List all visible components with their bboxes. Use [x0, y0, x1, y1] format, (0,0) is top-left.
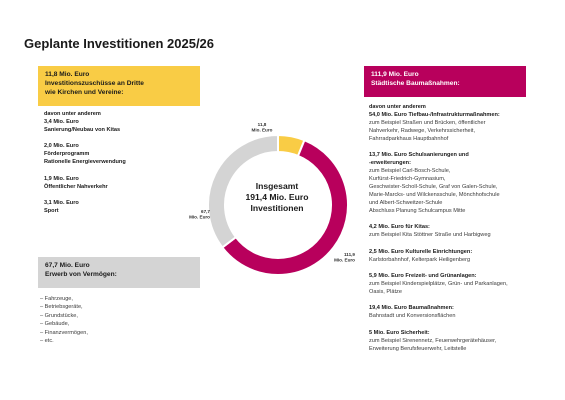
list-item-note: Erweiterung Berufsfeuerwehr, Leitstelle — [369, 345, 467, 352]
list-item-note: Marie-Marcks- und Wilckensschule, Mönchh… — [369, 191, 500, 198]
list-item-text: 2,5 Mio. Euro Kulturelle Einrichtungen: — [369, 248, 473, 255]
list-item-text: 13,7 Mio. Euro Schulsanierungen und — [369, 152, 469, 159]
list-item: 5,9 Mio. Euro Freizeit- und Grünanlagen:… — [369, 273, 539, 297]
slice-value-label: 11,8 — [258, 122, 267, 127]
investment-grants-box: 11,8 Mio. Euro Investitionszuschüsse an … — [38, 66, 200, 106]
bullet-item: Betriebsgeräte, — [40, 303, 180, 311]
list-item: 19,4 Mio. Euro Baumaßnahmen: Bahnstadt u… — [369, 305, 539, 321]
list-item-text: Rationelle Energieverwendung — [44, 159, 126, 166]
list-item-note: zum Beispiel Straßen und Brücken, öffent… — [369, 119, 486, 126]
list-item: davon unter anderem 54,0 Mio. Euro Tiefb… — [369, 104, 539, 144]
list-item: 4,2 Mio. Euro für Kitas: zum Beispiel Ki… — [369, 224, 539, 240]
list-item-text: davon unter anderem — [369, 104, 426, 110]
list-item-text: 5 Mio. Euro Sicherheit: — [369, 329, 430, 336]
grants-detail-list: davon unter anderem 3,4 Mio. Euro Sanier… — [44, 111, 194, 224]
bullet-item: Finanzvermögen, — [40, 329, 180, 337]
center-line-3: Investitionen — [250, 203, 304, 214]
grants-amount: 11,8 Mio. Euro — [45, 71, 90, 78]
assets-amount: 67,7 Mio. Euro — [45, 262, 90, 269]
list-item: 13,7 Mio. Euro Schulsanierungen und -erw… — [369, 152, 539, 216]
donut-slice-2 — [207, 133, 279, 249]
list-item-note: Fahrradparkhaus Hauptbahnhof — [369, 135, 449, 142]
list-item-note: Bahnstadt und Konversionsflächen — [369, 313, 456, 320]
list-item: davon unter anderem 3,4 Mio. Euro Sanier… — [44, 111, 194, 135]
assets-label: Erwerb von Vermögen: — [45, 271, 117, 279]
list-item-note: zum Beispiel Sirenennetz, Feuerwehrgerät… — [369, 337, 497, 344]
list-item-note: Oasis, Plätze — [369, 288, 402, 295]
list-item-text: Sport — [44, 207, 59, 214]
bullet-item: Grundstücke, — [40, 312, 180, 320]
list-item-text: -erweiterungen: — [369, 160, 411, 167]
grants-label: Investitionszuschüsse an Dritte — [45, 80, 144, 88]
list-item-text: 2,0 Mio. Euro — [44, 143, 79, 150]
donut-center-label: Insgesamt 191,4 Mio. Euro Investitionen — [222, 181, 332, 215]
list-item-note: zum Beispiel Carl-Bosch-Schule, — [369, 168, 451, 175]
list-item-note: zum Beispiel Kita Stöttner Straße und Ha… — [369, 232, 491, 239]
construction-detail-list: davon unter anderem 54,0 Mio. Euro Tiefb… — [369, 104, 539, 362]
list-item-note: Karlstorbahnhof, Kelterpark Heiligenberg — [369, 256, 471, 263]
list-item-note: und Albert-Schweitzer-Schule — [369, 199, 443, 206]
center-line-1: Insgesamt — [255, 181, 299, 191]
list-item: 3,1 Mio. Euro Sport — [44, 200, 194, 216]
slice-unit-label: Mio. Euro — [252, 128, 273, 133]
construction-label: Städtische Baumaßnahmen: — [371, 80, 460, 88]
list-item: 2,5 Mio. Euro Kulturelle Einrichtungen: … — [369, 249, 539, 265]
list-item-note: Nahverkehr, Radwege, Verkehrssicherheit, — [369, 127, 476, 134]
center-line-2: 191,4 Mio. Euro — [245, 192, 309, 203]
list-item: 1,9 Mio. Euro Öffentlicher Nahverkehr — [44, 176, 194, 192]
list-item-text: Öffentlicher Nahverkehr — [44, 183, 108, 190]
slice-value-label: 111,9 — [344, 252, 355, 257]
assets-bullet-list: Fahrzeuge, Betriebsgeräte, Grundstücke, … — [40, 295, 180, 345]
bullet-item: Fahrzeuge, — [40, 295, 180, 303]
list-item-text: 3,1 Mio. Euro — [44, 200, 79, 206]
list-item-text: Sanierung/Neubau von Kitas — [44, 126, 121, 133]
slice-unit-label: Mio. Euro — [189, 215, 210, 220]
list-item-text: 1,9 Mio. Euro — [44, 175, 79, 182]
list-item-note: Geschwister-Scholl-Schule, Graf von Gale… — [369, 183, 498, 190]
assets-box: 67,7 Mio. Euro Erwerb von Vermögen: — [38, 257, 200, 288]
list-item-note: zum Beispiel Kinderspielplätze, Grün- un… — [369, 280, 508, 287]
page-title: Geplante Investitionen 2025/26 — [24, 36, 215, 51]
list-item-text: 19,4 Mio. Euro Baumaßnahmen: — [369, 305, 454, 312]
construction-box: 111,9 Mio. Euro Städtische Baumaßnahmen: — [364, 66, 526, 97]
list-item-text: 54,0 Mio. Euro Tiefbau-/Infrastrukturmaß… — [369, 111, 500, 118]
bullet-item: Gebäude, — [40, 320, 180, 328]
bullet-item: etc. — [40, 337, 180, 345]
slice-value-label: 67,7 — [201, 209, 210, 214]
list-item-text: 4,2 Mio. Euro für Kitas: — [369, 224, 430, 231]
list-item-text: Förderprogramm — [44, 151, 90, 158]
construction-amount: 111,9 Mio. Euro — [371, 71, 419, 78]
list-item-note: Abschluss Planung Schulcampus Mitte — [369, 207, 466, 214]
slice-unit-label: Mio. Euro — [334, 258, 355, 263]
list-item: 5 Mio. Euro Sicherheit: zum Beispiel Sir… — [369, 330, 539, 354]
list-item-text: 3,4 Mio. Euro — [44, 118, 79, 125]
list-item-text: davon unter anderem — [44, 111, 101, 117]
list-item-note: Kurfürst-Friedrich-Gymnasium, — [369, 176, 446, 182]
list-item: 2,0 Mio. Euro Förderprogramm Rationelle … — [44, 143, 194, 167]
grants-label-2: wie Kirchen und Vereine: — [45, 89, 124, 97]
list-item-text: 5,9 Mio. Euro Freizeit- und Grünanlagen: — [369, 272, 477, 279]
